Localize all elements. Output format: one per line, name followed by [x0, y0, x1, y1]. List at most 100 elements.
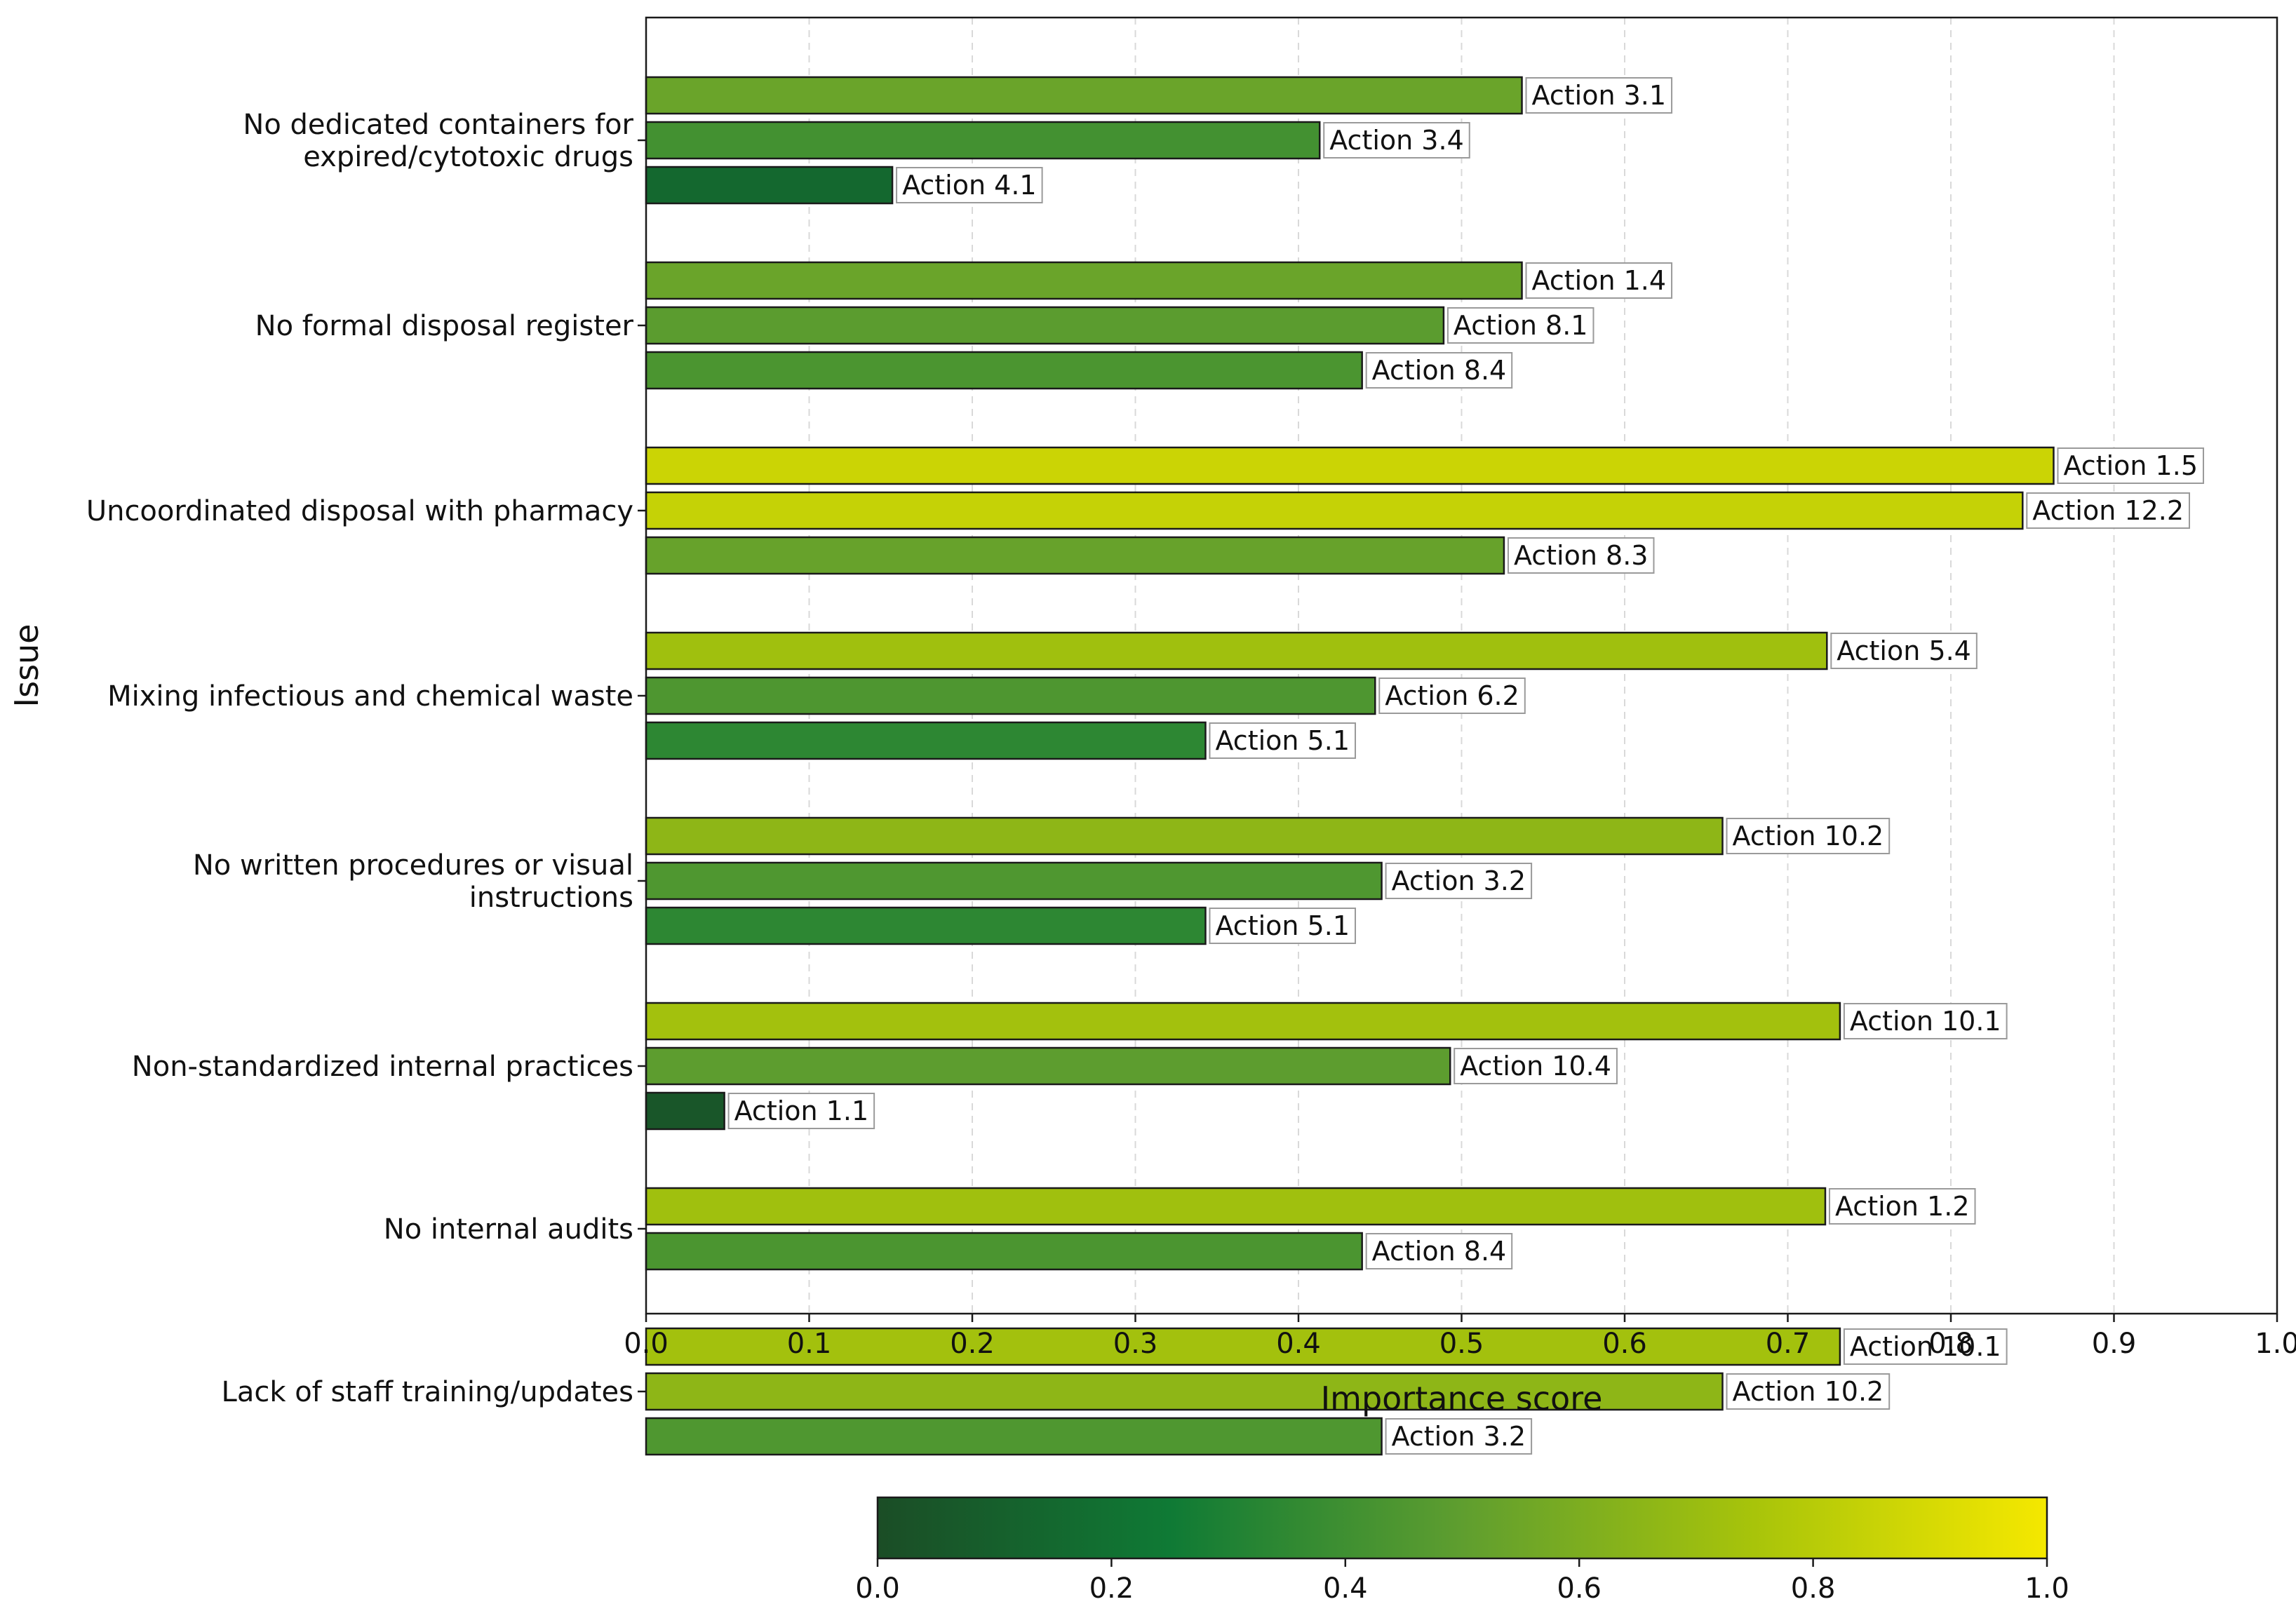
- bar-data-label: Action 3.4: [1329, 125, 1464, 156]
- bar-label-box: [1828, 1188, 1976, 1225]
- x-tick-label: 0.8: [1928, 1328, 1973, 1360]
- x-tick-label: 0.5: [1439, 1328, 1484, 1360]
- bar: [645, 121, 1321, 160]
- bar-label-box: [1365, 1233, 1513, 1269]
- bar: [645, 76, 1523, 115]
- bar-data-label: Action 10.4: [1460, 1051, 1611, 1081]
- y-axis-title: Issue: [8, 624, 46, 708]
- bar-data-label: Action 12.2: [2032, 495, 2184, 526]
- bar-data-label: Action 5.1: [1215, 910, 1350, 941]
- colorbar-tick-label: 0.4: [1323, 1572, 1368, 1604]
- bars: [645, 76, 2055, 1456]
- bar-data-label: Action 8.4: [1372, 355, 1507, 386]
- y-tick-label: No written procedures or visual: [193, 849, 633, 882]
- x-tick-label: 0.9: [2092, 1328, 2137, 1360]
- bar-data-label: Action 5.1: [1215, 725, 1350, 756]
- bar: [645, 1002, 1841, 1041]
- x-tick-label: 1.0: [2255, 1328, 2296, 1360]
- bar-label-box: [1209, 908, 1357, 944]
- bar-data-label: Action 10.2: [1733, 821, 1884, 851]
- bar: [645, 351, 1363, 390]
- bar-data-label: Action 1.4: [1532, 265, 1667, 296]
- bar-data-label: Action 8.4: [1372, 1236, 1507, 1267]
- bar: [645, 166, 894, 205]
- bar-label-box: [1726, 818, 1891, 854]
- bar: [645, 1232, 1363, 1271]
- bar: [645, 721, 1207, 760]
- bar-label-box: [1323, 122, 1470, 159]
- bar-data-label: Action 3.2: [1392, 1421, 1526, 1452]
- bar: [645, 1091, 725, 1131]
- colorbar-tick-label: 1.0: [2025, 1572, 2069, 1604]
- bar-data-label: Action 1.2: [1835, 1191, 1970, 1222]
- bar-label-box: [1385, 1418, 1533, 1455]
- x-tick-label: 0.7: [1766, 1328, 1811, 1360]
- x-axis: 0.0 0.1 0.2 0.3 0.4 0.5 0.6 0.7 0.8 0.9 1.0: [624, 1314, 2296, 1360]
- bar-data-label: Action 10.1: [1850, 1331, 2001, 1362]
- colorbar-tick-label: 0.6: [1557, 1572, 1602, 1604]
- y-tick-label: Mixing infectious and chemical waste: [107, 680, 633, 713]
- bar: [645, 261, 1523, 300]
- bar-label-box: [1830, 633, 1978, 669]
- bar-data-label: Action 4.1: [902, 170, 1037, 201]
- bar-data-label: Action 1.1: [734, 1096, 869, 1126]
- y-tick-label: No internal audits: [384, 1213, 633, 1246]
- y-tick-label: Non-standardized internal practices: [132, 1051, 633, 1083]
- colorbar-tick-label: 0.2: [1089, 1572, 1134, 1604]
- bar: [645, 861, 1383, 901]
- colorbar-gradient: [876, 1496, 2048, 1560]
- bar-data-label: Action 1.5: [2063, 450, 2198, 481]
- bar-data-label: Action 10.2: [1733, 1376, 1884, 1407]
- x-axis-title: Importance score: [1321, 1380, 1603, 1417]
- bar-labels: Action 3.1 Action 3.4 Action 4.1 Action 1.4…: [727, 77, 2205, 1455]
- bar: [645, 536, 1505, 575]
- y-tick-label: No dedicated containers for: [243, 109, 633, 141]
- colorbar: 0.0 0.2 0.4 0.6 0.8 1.0: [855, 1496, 2069, 1604]
- x-tick-label: 0.3: [1113, 1328, 1158, 1360]
- bar-data-label: Action 3.2: [1392, 865, 1526, 896]
- bar-label-box: [1378, 678, 1526, 714]
- bar: [645, 306, 1445, 345]
- bar-label-box: [1385, 863, 1533, 899]
- y-tick-label: Uncoordinated disposal with pharmacy: [86, 495, 633, 527]
- bar-label-box: [1525, 77, 1673, 114]
- bar: [645, 906, 1207, 945]
- bar-data-label: Action 6.2: [1385, 680, 1519, 711]
- bar-label-box: [1446, 307, 1595, 344]
- bar-label-box: [1209, 722, 1357, 759]
- bar: [645, 676, 1376, 715]
- bar-data-label: Action 3.1: [1532, 80, 1667, 111]
- bar-label-box: [1843, 1328, 2008, 1365]
- bar: [645, 491, 2024, 530]
- bar-label-box: [1843, 1003, 2008, 1039]
- x-tick-label: 0.2: [950, 1328, 995, 1360]
- x-tick-label: 0.4: [1276, 1328, 1321, 1360]
- x-tick-label: 0.1: [787, 1328, 832, 1360]
- y-tick-label: No formal disposal register: [255, 310, 634, 342]
- bar-label-box: [2026, 492, 2191, 529]
- y-tick-label: instructions: [469, 882, 633, 914]
- bar: [645, 631, 1828, 670]
- y-tick-label: expired/cytotoxic drugs: [303, 141, 633, 173]
- bar: [645, 1417, 1383, 1456]
- bar-data-label: Action 8.1: [1454, 310, 1588, 341]
- bar: [645, 1187, 1827, 1226]
- bar-label-box: [2057, 447, 2205, 484]
- bar: [645, 446, 2055, 485]
- bar: [645, 1046, 1451, 1086]
- bar-label-box: [896, 167, 1043, 203]
- colorbar-tick-label: 0.0: [855, 1572, 900, 1604]
- bar-data-label: Action 10.1: [1850, 1006, 2001, 1037]
- bar-data-label: Action 5.4: [1837, 635, 1971, 666]
- bar-label-box: [1726, 1373, 1891, 1410]
- bar-label-box: [1365, 352, 1513, 389]
- bar-label-box: [727, 1093, 875, 1129]
- bar-label-box: [1525, 262, 1673, 299]
- bar-label-box: [1454, 1048, 1618, 1084]
- bar: [645, 1327, 1841, 1366]
- x-tick-label: 0.6: [1602, 1328, 1647, 1360]
- bar: [645, 816, 1724, 856]
- bar-data-label: Action 8.3: [1514, 540, 1649, 571]
- y-axis: No dedicated containers forexpired/cytot…: [86, 109, 646, 1408]
